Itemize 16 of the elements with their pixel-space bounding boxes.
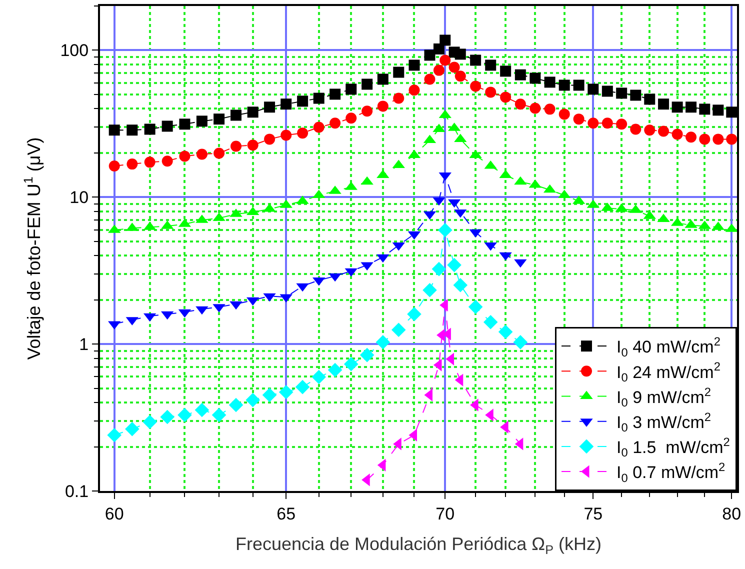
y-tick-label: 0.1 xyxy=(64,482,89,501)
x-tick-label: 60 xyxy=(104,504,124,524)
legend-label: I$_{0}$ 24 mW/cm$^{2}$ xyxy=(616,360,721,384)
legend-label: I$_{0}$ 40 mW/cm$^{2}$ xyxy=(616,334,721,360)
x-axis-title: Frecuencia de Modulación Periódica Ω$_{P}$ (kHz) xyxy=(235,534,602,557)
y-tick-label: 100 xyxy=(60,41,89,60)
legend-label: I$_{0}$ 0.7 mW/cm$^{2}$ xyxy=(616,460,726,485)
x-tick-label: 75 xyxy=(584,504,603,524)
y-tick-label: 10 xyxy=(70,188,89,208)
x-tick-label: 70 xyxy=(436,504,455,524)
legend-label: I$_{0}$ 1.5 mW/cm$^{2}$ xyxy=(616,434,730,460)
x-tick-label: 65 xyxy=(276,504,296,524)
legend-label: I$_{0}$ 3 mW/cm$^{2}$ xyxy=(616,410,712,435)
legend-label: I$_{0}$ 9 mW/cm$^{2}$ xyxy=(616,384,712,410)
x-tick-label: 80 xyxy=(722,504,742,524)
y-tick-label: 1 xyxy=(79,335,89,354)
